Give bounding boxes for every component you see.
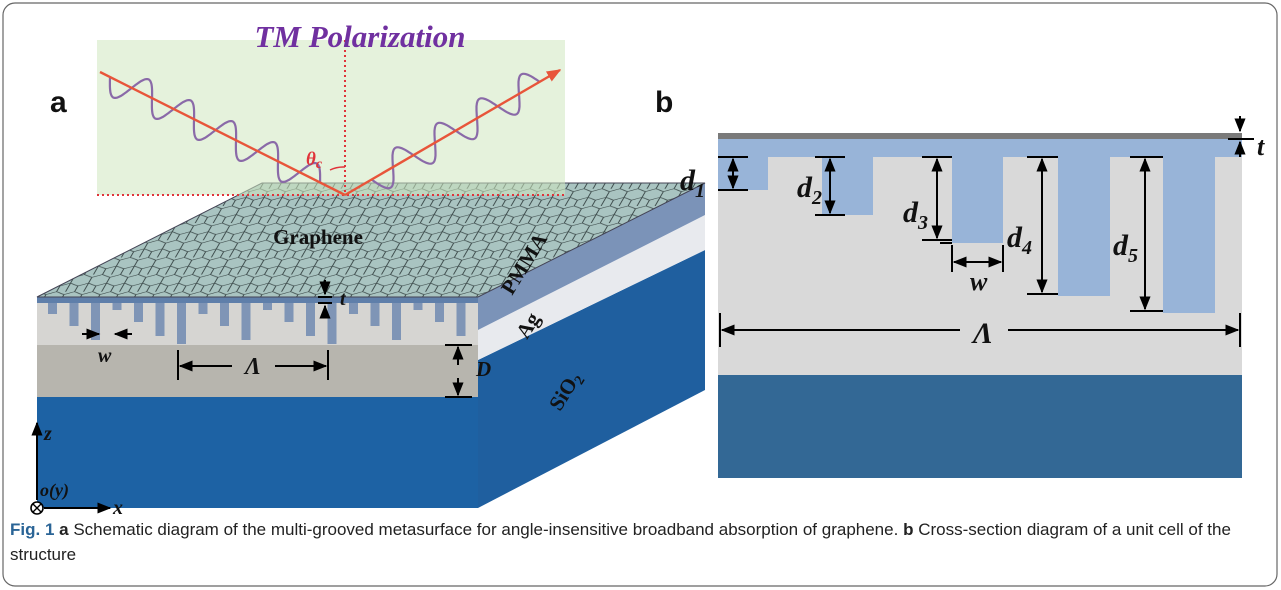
figure-number: Fig. 1: [10, 520, 54, 539]
caption-b-letter: b: [903, 520, 913, 539]
substrate: [718, 375, 1242, 478]
caption: Fig. 1 a Schematic diagram of the multi-…: [10, 517, 1260, 567]
depth-label: d1: [680, 164, 705, 202]
D-label: D: [475, 357, 491, 381]
origin-label: o(y): [40, 480, 69, 501]
depth-subscript: 5: [1128, 245, 1138, 267]
sio2-front: [37, 397, 478, 508]
caption-a-text: Schematic diagram of the multi-grooved m…: [73, 520, 898, 539]
groove: [306, 300, 315, 336]
pmma-front: [37, 297, 478, 303]
groove: [435, 300, 444, 322]
depth-symbol: d: [903, 196, 919, 229]
depth-symbol: d: [1113, 229, 1129, 262]
angle-symbol: θ: [306, 149, 316, 170]
graphene-label: Graphene: [273, 225, 363, 249]
groove: [134, 300, 143, 322]
groove: [242, 300, 251, 340]
groove: [457, 300, 466, 336]
depth-subscript: 3: [917, 212, 928, 234]
polarization-title: TM Polarization: [254, 19, 465, 54]
panel-a: TM Polarization a θc Graphene PMMA Ag Si…: [31, 19, 705, 519]
caption-a-letter: a: [59, 520, 68, 539]
groove-layer: [37, 297, 478, 345]
depth-symbol: d: [1007, 221, 1023, 254]
panel-letter: a: [50, 86, 67, 119]
page: {"panel_a": {"letter": "a", "title": "TM…: [0, 0, 1281, 590]
w-label: w: [970, 267, 988, 296]
incidence-plane: [97, 40, 565, 195]
panel-letter: b: [655, 86, 673, 119]
figure: TM Polarization a θc Graphene PMMA Ag Si…: [0, 0, 1281, 590]
angle-subscript: c: [316, 157, 323, 172]
groove: [952, 156, 1003, 243]
depth-subscript: 1: [695, 180, 705, 202]
groove: [392, 300, 401, 340]
w-label: w: [98, 345, 112, 367]
graphene-layer: [718, 133, 1242, 139]
depth-symbol: d: [797, 171, 813, 204]
z-label: z: [43, 423, 52, 445]
groove: [371, 300, 380, 326]
depth-symbol: d: [680, 164, 696, 197]
pmma-layer: [718, 139, 1242, 157]
groove: [285, 300, 294, 322]
period-label: Λ: [243, 354, 261, 380]
groove: [177, 300, 186, 344]
depth-subscript: 2: [811, 187, 822, 209]
groove: [328, 300, 337, 344]
period-label: Λ: [971, 317, 993, 350]
t-label: t: [1257, 132, 1265, 161]
x-label: x: [112, 497, 123, 519]
depth-subscript: 4: [1021, 237, 1032, 259]
groove: [156, 300, 165, 336]
groove: [1058, 156, 1110, 296]
groove: [220, 300, 229, 326]
groove: [718, 156, 768, 190]
groove: [1163, 156, 1215, 313]
groove: [70, 300, 79, 326]
